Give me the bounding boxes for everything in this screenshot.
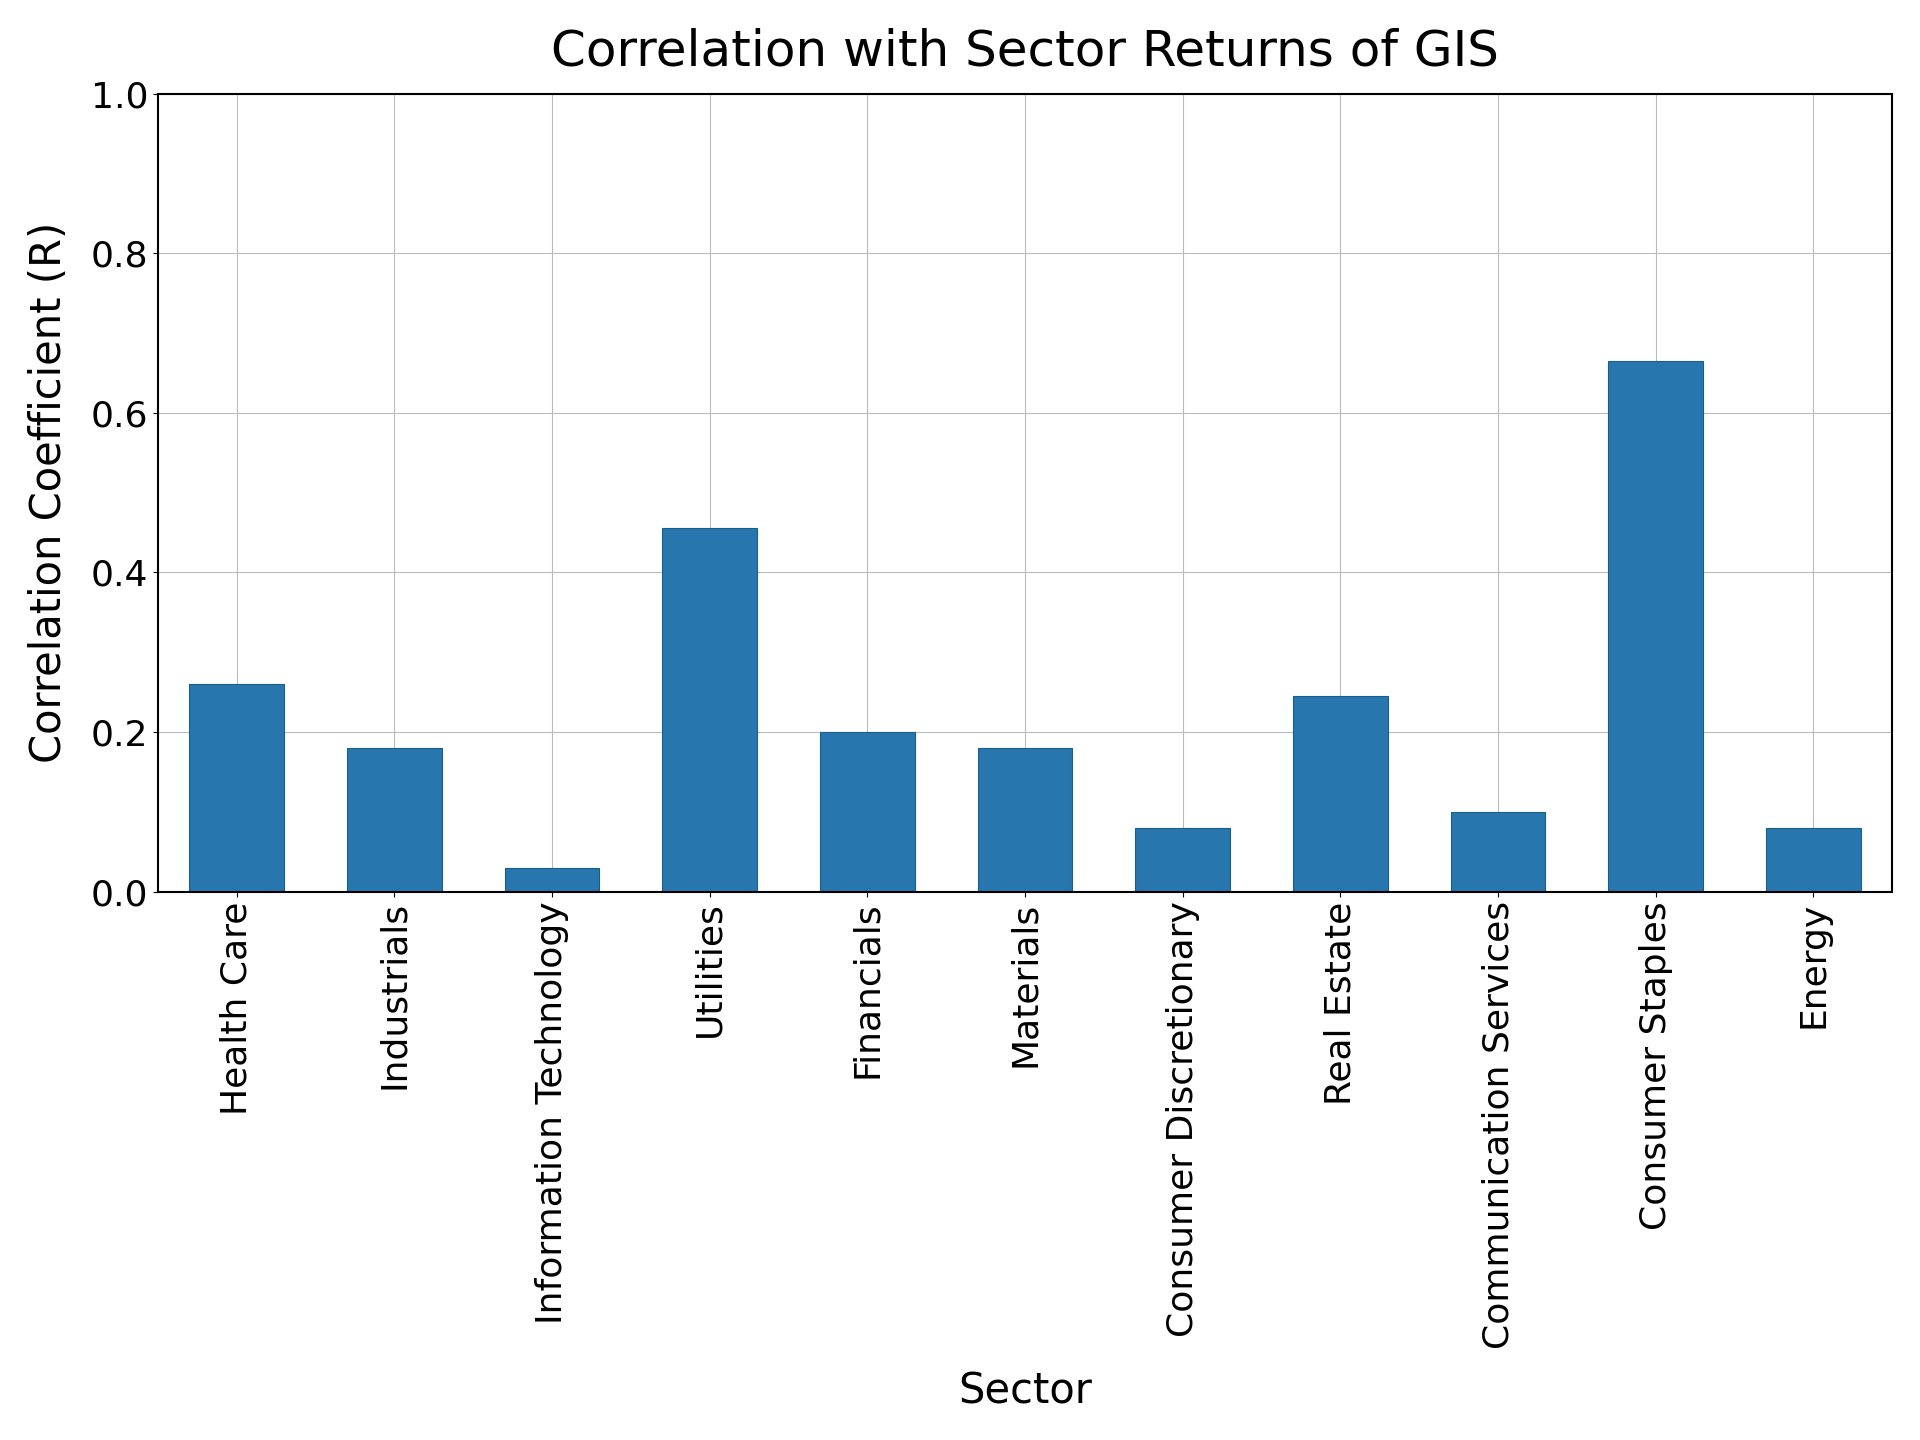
Bar [1452, 812, 1546, 891]
Bar [348, 747, 442, 891]
Bar [190, 684, 284, 891]
Bar [1609, 361, 1703, 891]
Bar [505, 868, 599, 891]
Bar [662, 528, 756, 891]
Y-axis label: Correlation Coefficient (R): Correlation Coefficient (R) [27, 222, 69, 763]
Bar [1292, 696, 1388, 891]
Title: Correlation with Sector Returns of GIS: Correlation with Sector Returns of GIS [551, 27, 1500, 76]
Bar [977, 747, 1073, 891]
Bar [1135, 828, 1231, 891]
Bar [1766, 828, 1860, 891]
Bar [820, 732, 914, 891]
X-axis label: Sector: Sector [958, 1371, 1092, 1413]
